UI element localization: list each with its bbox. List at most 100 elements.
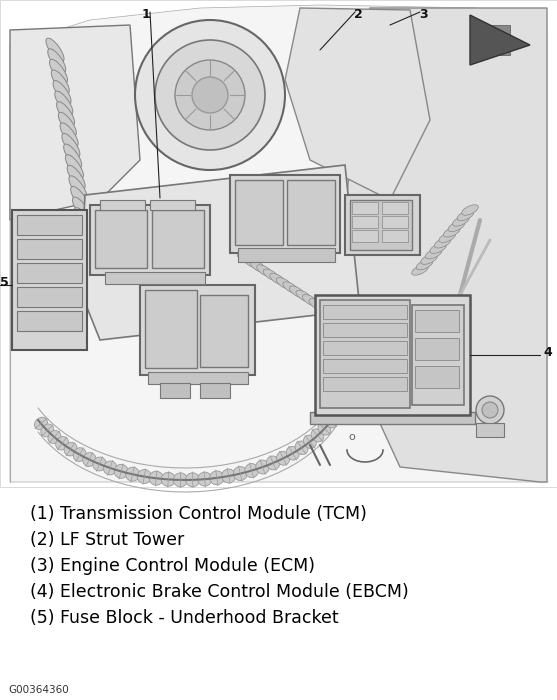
- Bar: [352, 202, 378, 214]
- Ellipse shape: [245, 463, 258, 477]
- Ellipse shape: [250, 260, 266, 272]
- Bar: [352, 216, 378, 228]
- Ellipse shape: [296, 290, 312, 302]
- Ellipse shape: [62, 134, 80, 157]
- Text: 4: 4: [543, 346, 552, 358]
- Circle shape: [135, 20, 285, 170]
- Bar: [415, 338, 459, 360]
- Ellipse shape: [412, 265, 428, 275]
- Text: 5: 5: [0, 276, 9, 288]
- Ellipse shape: [185, 473, 200, 486]
- Polygon shape: [470, 25, 510, 55]
- Bar: [200, 383, 230, 398]
- Ellipse shape: [73, 448, 86, 461]
- Ellipse shape: [283, 282, 299, 293]
- Ellipse shape: [439, 232, 456, 242]
- Ellipse shape: [290, 286, 305, 297]
- Bar: [12, 210, 87, 350]
- Ellipse shape: [286, 447, 299, 460]
- Bar: [352, 230, 378, 242]
- Ellipse shape: [270, 273, 286, 285]
- Ellipse shape: [430, 243, 447, 253]
- Circle shape: [155, 40, 265, 150]
- Ellipse shape: [41, 424, 53, 437]
- Ellipse shape: [64, 442, 77, 456]
- Polygon shape: [470, 15, 530, 65]
- Ellipse shape: [416, 259, 433, 270]
- Bar: [310, 412, 475, 424]
- Ellipse shape: [63, 144, 82, 168]
- Ellipse shape: [35, 417, 47, 430]
- Ellipse shape: [257, 265, 272, 277]
- Ellipse shape: [337, 393, 351, 405]
- Bar: [415, 310, 459, 332]
- Bar: [145, 290, 197, 368]
- Bar: [323, 323, 407, 337]
- Bar: [350, 200, 412, 250]
- Bar: [152, 210, 204, 268]
- Ellipse shape: [237, 252, 253, 264]
- Ellipse shape: [198, 472, 212, 486]
- Bar: [0, 0, 557, 487]
- Circle shape: [175, 60, 245, 130]
- Bar: [287, 180, 335, 245]
- Ellipse shape: [318, 422, 331, 435]
- Ellipse shape: [69, 176, 87, 199]
- Bar: [90, 205, 210, 275]
- Ellipse shape: [137, 470, 152, 484]
- Ellipse shape: [462, 204, 478, 216]
- Bar: [17, 311, 82, 331]
- Ellipse shape: [309, 299, 325, 310]
- Text: (4) Electronic Brake Control Module (EBCM): (4) Electronic Brake Control Module (EBC…: [30, 583, 409, 601]
- Ellipse shape: [83, 453, 96, 466]
- Bar: [238, 248, 335, 262]
- Ellipse shape: [334, 401, 347, 412]
- Ellipse shape: [55, 91, 73, 115]
- Circle shape: [192, 77, 228, 113]
- Ellipse shape: [53, 80, 71, 104]
- Ellipse shape: [302, 295, 318, 306]
- Ellipse shape: [76, 218, 94, 242]
- Ellipse shape: [173, 473, 188, 487]
- Polygon shape: [80, 165, 360, 340]
- Bar: [17, 263, 82, 283]
- Polygon shape: [10, 5, 547, 482]
- Ellipse shape: [315, 303, 331, 314]
- Ellipse shape: [340, 386, 354, 396]
- Ellipse shape: [426, 248, 442, 259]
- Bar: [315, 295, 470, 415]
- Ellipse shape: [266, 456, 280, 470]
- Ellipse shape: [48, 430, 61, 444]
- Ellipse shape: [457, 210, 474, 220]
- Ellipse shape: [50, 60, 67, 83]
- Ellipse shape: [276, 277, 292, 289]
- Text: (3) Engine Control Module (ECM): (3) Engine Control Module (ECM): [30, 557, 315, 575]
- Bar: [345, 195, 420, 255]
- Bar: [382, 230, 408, 242]
- Ellipse shape: [277, 452, 290, 466]
- Bar: [150, 200, 195, 210]
- Bar: [323, 341, 407, 355]
- Ellipse shape: [56, 437, 69, 450]
- Ellipse shape: [222, 469, 236, 483]
- Ellipse shape: [443, 227, 460, 237]
- Bar: [95, 210, 147, 268]
- Ellipse shape: [256, 460, 269, 474]
- Ellipse shape: [65, 155, 84, 178]
- Text: (1) Transmission Control Module (TCM): (1) Transmission Control Module (TCM): [30, 505, 367, 523]
- Bar: [476, 423, 504, 437]
- Bar: [17, 239, 82, 259]
- Ellipse shape: [93, 457, 106, 471]
- Circle shape: [476, 396, 504, 424]
- Ellipse shape: [329, 408, 343, 421]
- Ellipse shape: [114, 464, 128, 478]
- Bar: [323, 359, 407, 373]
- Ellipse shape: [311, 429, 324, 442]
- Ellipse shape: [322, 307, 338, 319]
- Ellipse shape: [210, 471, 224, 485]
- Ellipse shape: [72, 197, 90, 220]
- Text: G00364360: G00364360: [8, 685, 69, 695]
- Bar: [235, 180, 283, 245]
- Bar: [320, 300, 410, 408]
- Ellipse shape: [324, 416, 337, 428]
